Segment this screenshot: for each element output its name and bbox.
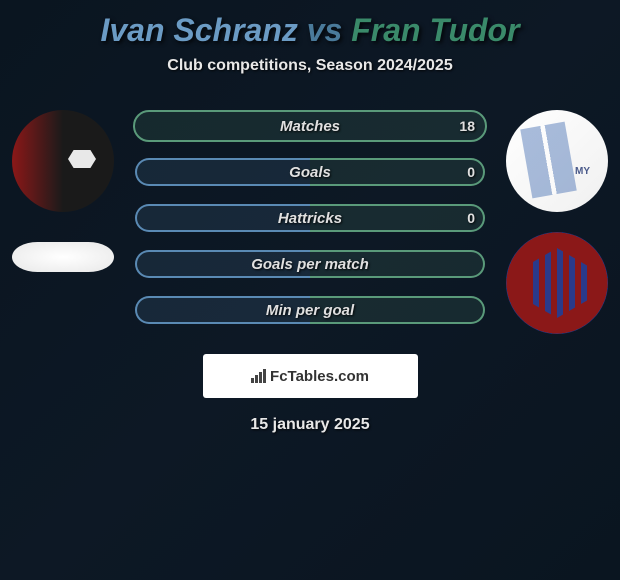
player1-column <box>8 110 118 272</box>
stat-label: Matches <box>133 118 487 135</box>
stat-label: Goals per match <box>133 256 487 273</box>
stat-bar: Goals 0 <box>133 156 487 188</box>
stat-bar: Hattricks 0 <box>133 202 487 234</box>
player2-column <box>502 110 612 334</box>
stat-label: Goals <box>133 164 487 181</box>
stat-bar: Matches 18 <box>133 110 487 142</box>
subtitle: Club competitions, Season 2024/2025 <box>0 57 620 75</box>
vs-text: vs <box>307 12 343 48</box>
stat-bar: Goals per match <box>133 248 487 280</box>
player2-avatar <box>506 110 608 212</box>
player2-club-badge <box>506 232 608 334</box>
player1-name: Ivan Schranz <box>100 12 297 48</box>
stat-label: Hattricks <box>133 210 487 227</box>
comparison-title: Ivan Schranz vs Fran Tudor <box>0 0 620 49</box>
stat-label: Min per goal <box>133 302 487 319</box>
main-content: Matches 18 Goals 0 Hattricks 0 Goals per… <box>0 110 620 334</box>
stat-bar: Min per goal <box>133 294 487 326</box>
player1-club-badge <box>12 242 114 272</box>
stats-column: Matches 18 Goals 0 Hattricks 0 Goals per… <box>118 110 502 326</box>
stat-value-right: 0 <box>467 210 475 226</box>
stat-value-right: 0 <box>467 164 475 180</box>
player1-avatar <box>12 110 114 212</box>
watermark-text: FcTables.com <box>270 368 369 385</box>
chart-icon <box>251 369 266 383</box>
date-text: 15 january 2025 <box>0 416 620 434</box>
player2-name: Fran Tudor <box>351 12 519 48</box>
stat-value-right: 18 <box>459 118 475 134</box>
watermark-badge: FcTables.com <box>203 354 418 398</box>
